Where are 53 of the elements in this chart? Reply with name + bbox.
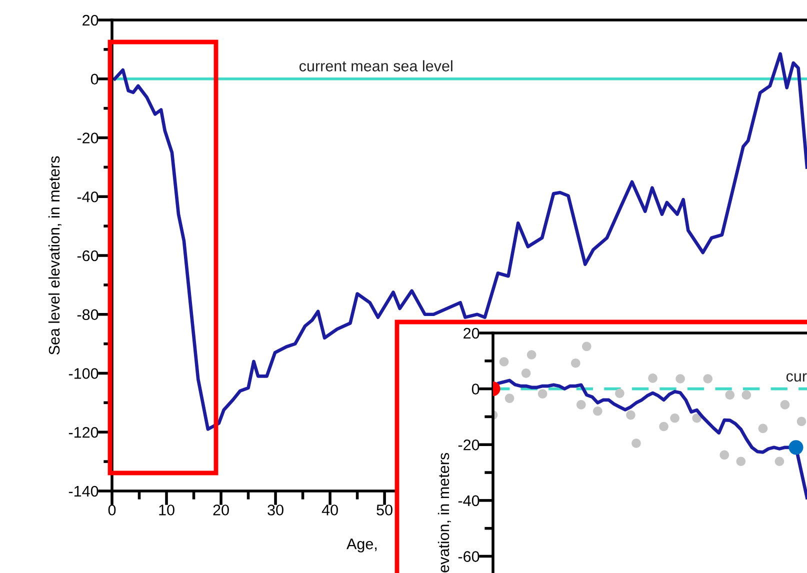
- y-tick-label: -20: [458, 439, 480, 450]
- y-tick-label: -20: [77, 132, 98, 144]
- x-tick-label: 0: [108, 504, 116, 516]
- y-tick-label: -120: [68, 426, 98, 438]
- x-tick-label: 20: [213, 504, 229, 516]
- x-tick-label: 10: [159, 504, 174, 516]
- point: [725, 390, 735, 400]
- y-tick-label: 0: [472, 384, 480, 394]
- point: [774, 456, 784, 466]
- y-axis-title: Sea level elevation, in meters: [48, 156, 62, 355]
- point: [780, 400, 790, 410]
- point: [720, 450, 730, 460]
- x-tick-label: 50: [376, 504, 392, 516]
- point: [570, 358, 580, 368]
- y-tick-label: -40: [458, 495, 480, 506]
- point: [521, 368, 531, 378]
- point: [796, 416, 806, 426]
- y-tick-label: -100: [68, 368, 98, 379]
- y-tick-label: -60: [458, 551, 480, 562]
- point: [659, 422, 668, 432]
- y-tick-label: -80: [77, 309, 98, 320]
- y-tick-label: -140: [68, 486, 98, 497]
- y-tick-label: -60: [77, 250, 98, 262]
- x-axis-title: Age,: [346, 538, 377, 552]
- ref-line-label: current mean sea level: [299, 60, 452, 72]
- y-tick-label: 20: [464, 328, 480, 339]
- point: [703, 374, 712, 384]
- point: [742, 390, 752, 400]
- point: [788, 440, 804, 455]
- x-tick-label: 30: [268, 504, 284, 516]
- x-tick-label: 40: [322, 504, 338, 516]
- point: [632, 438, 641, 448]
- y-tick-label: -40: [77, 191, 98, 202]
- point: [576, 400, 586, 410]
- point: [692, 413, 702, 423]
- point: [676, 374, 685, 384]
- point: [648, 374, 658, 383]
- point: [538, 389, 548, 398]
- point: [504, 394, 514, 403]
- point: [626, 410, 636, 420]
- point: [499, 357, 509, 366]
- y-tick-label: 20: [82, 14, 98, 26]
- point: [582, 342, 592, 352]
- point: [670, 413, 680, 423]
- y-tick-label: 0: [90, 74, 98, 85]
- y-axis-title: evation, in meters: [438, 452, 451, 572]
- point: [736, 456, 746, 466]
- point: [593, 406, 602, 416]
- ref-line-label: cur: [786, 373, 807, 382]
- point: [758, 424, 768, 434]
- line-series: [113, 52, 807, 431]
- point: [615, 388, 624, 398]
- point: [526, 350, 536, 360]
